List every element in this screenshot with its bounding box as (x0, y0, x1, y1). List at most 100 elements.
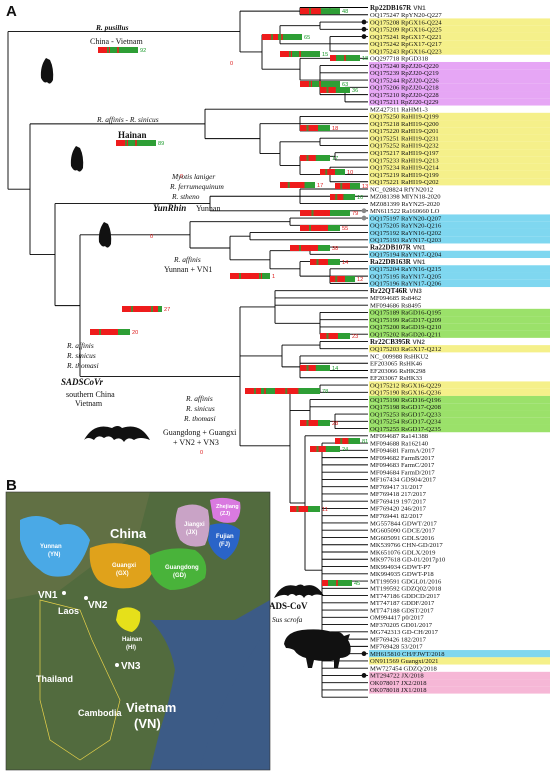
map-label-hainan-ab: (HI) (126, 645, 136, 651)
map-marker-vn1 (62, 591, 66, 595)
tip-highlight (369, 178, 550, 186)
gd-species-1: R. affinis (185, 394, 213, 403)
tip-label: MF094686 Rs8495 (370, 302, 422, 309)
tip-label: MF094683 FarmC/2017 (370, 462, 435, 469)
tip-label: MT747187 GDDF/2017 (370, 600, 435, 607)
tip-label: OQ175202 RaGD20-Q211 (370, 332, 441, 339)
tip-highlight (369, 395, 550, 404)
support-value: 23 (352, 334, 358, 340)
support-bar: 17 (280, 182, 323, 189)
support-value: 78 (322, 389, 328, 395)
support-bar: 81 (335, 438, 368, 445)
map-label-yunnan: Yunnan (40, 544, 62, 550)
clade-sadscovr: R. affinis R. sinicus R. thomasi SADSCoV… (61, 341, 115, 408)
map-label-guangdong-ab: (GD) (173, 573, 186, 579)
tip-label: OQ175190 RsGD16-Q196 (370, 397, 442, 404)
gd-location-1: Guangdong + Guangxi (163, 428, 237, 437)
support-value: 17 (332, 156, 338, 162)
tip-label: MN611522 Ra160660 LO (370, 208, 440, 215)
support-bars: 48 92 65 15 18 63 36 89 18 17 10 13 10 17 79 55 38 14 12 1 2… (90, 8, 368, 587)
map-label-china: China (110, 526, 147, 541)
map-hainan (116, 607, 141, 632)
tip-highlight (369, 69, 550, 77)
support-bar: 17 (300, 155, 338, 162)
support-bar: 38 (290, 245, 338, 252)
tip-highlight (369, 388, 550, 396)
map-label-zhejiang-ab: (ZJ) (220, 511, 230, 517)
map-label-jiangxi-ab: (JX) (186, 530, 197, 536)
sads-cov-name: SADS-CoV (264, 601, 308, 611)
tip-label: EF203067 RsHK33 (370, 375, 423, 382)
tip-label: OQ175247 RpYN20-Q227 (370, 12, 442, 19)
support-bar-hainan: 89 (116, 140, 164, 147)
support-bar-root: 27 (122, 306, 170, 313)
tip-label: OQ175199 RaGD17-Q209 (370, 317, 442, 324)
tip-label: OK078018 JX1/2018 (370, 687, 427, 694)
tip-label: OQ175241 RpGX17-Q221 (370, 34, 442, 41)
tip-highlight (369, 330, 550, 338)
tip-label: MG742313 GD-CH/2017 (370, 629, 439, 636)
tip-label: MF769441 82/2017 (370, 513, 423, 520)
support-bar: 28 (300, 420, 338, 427)
tip-highlight (369, 91, 550, 99)
clade-pusillus: R. pusillus China - Vietnam (90, 23, 143, 46)
tip-label: OQ175189 RaGD16-Q195 (370, 310, 442, 317)
support-value: 38 (332, 246, 338, 252)
map-label-zhejiang: Zhejiang (216, 504, 239, 510)
tip-marker (361, 34, 367, 39)
tip-highlight (369, 323, 550, 331)
tip-label: EF203065 RsHK46 (370, 361, 423, 368)
gd-species-3: R. thomasi (183, 414, 216, 423)
tip-marker (361, 208, 367, 214)
tip-label: OQ175195 RaYN17-Q205 (370, 273, 442, 280)
tip-label: MG605090 GDCE/2017 (370, 528, 436, 535)
tip-highlight (369, 679, 550, 687)
support-value: 13 (362, 184, 368, 190)
ra-location: Yunnan + VN1 (164, 265, 212, 274)
tip-highlight (369, 134, 550, 142)
tip-label: MF094684 FarmD/2017 (370, 469, 435, 476)
tip-highlight (369, 76, 550, 84)
map-borders (39, 599, 121, 761)
tip-label: MH615810 CH/FJWT/2018 (370, 651, 445, 658)
tip-highlight (369, 32, 550, 41)
tip-highlight (369, 316, 550, 324)
support-value: 65 (304, 35, 310, 41)
tip-label: MF094688 Ra162140 (370, 440, 429, 447)
tip-highlight (369, 345, 550, 353)
support-bar: 12 (330, 276, 363, 283)
tip-label: OQ175192 RaYN16-Q202 (370, 230, 441, 237)
tip-label: OQ175239 RpZJ20-Q219 (370, 70, 439, 77)
tip-label: NC_009988 RsHKU2 (370, 353, 428, 360)
tip-label: OQ175242 RpGX17-Q217 (370, 41, 442, 48)
tip-label: MF094687 Ra141388 (370, 433, 429, 440)
tip-label: MF094681 FarmA/2017 (370, 448, 435, 455)
map-label-fujian-ab: (FJ) (219, 542, 230, 548)
tip-highlight (369, 98, 550, 106)
support-bar: 11 (290, 506, 328, 513)
zero-support: 0 (200, 450, 203, 456)
tip-label: OQ175254 RsGD17-Q234 (370, 419, 442, 426)
clade-hainan: R. affinis - R. sinicus Hainan (96, 115, 159, 140)
tip-label: MZ081398 MlYN18-2020 (370, 194, 441, 201)
tip-marker (361, 673, 367, 678)
tip-label: OQ175218 RaHI19-Q200 (370, 121, 439, 128)
tip-label: OQ175217 RaHI19-Q197 (370, 150, 439, 157)
yunrhin-location: Yunnan (196, 204, 220, 213)
tip-label: MF094682 FarmB/2017 (370, 455, 435, 462)
tip-highlight (369, 250, 550, 258)
tip-highlight (369, 272, 550, 280)
yunrhin-species-2: R. ferrumequinum (169, 182, 224, 191)
tip-label: ON911569 Guangxi/2021 (370, 658, 438, 665)
support-bar: 78 (275, 388, 328, 395)
yunrhin-species-1: Myotis laniger (171, 172, 215, 181)
tip-label: OQ175193 RaYN17-Q203 (370, 237, 442, 244)
support-value: 11 (322, 507, 328, 513)
zero-support: 0 (150, 234, 153, 240)
tip-highlight (369, 228, 550, 237)
support-bar: 14 (310, 259, 348, 266)
tip-label: OQ175205 RaYN20-Q216 (370, 223, 442, 230)
support-bar-sads: 45 (322, 580, 360, 587)
